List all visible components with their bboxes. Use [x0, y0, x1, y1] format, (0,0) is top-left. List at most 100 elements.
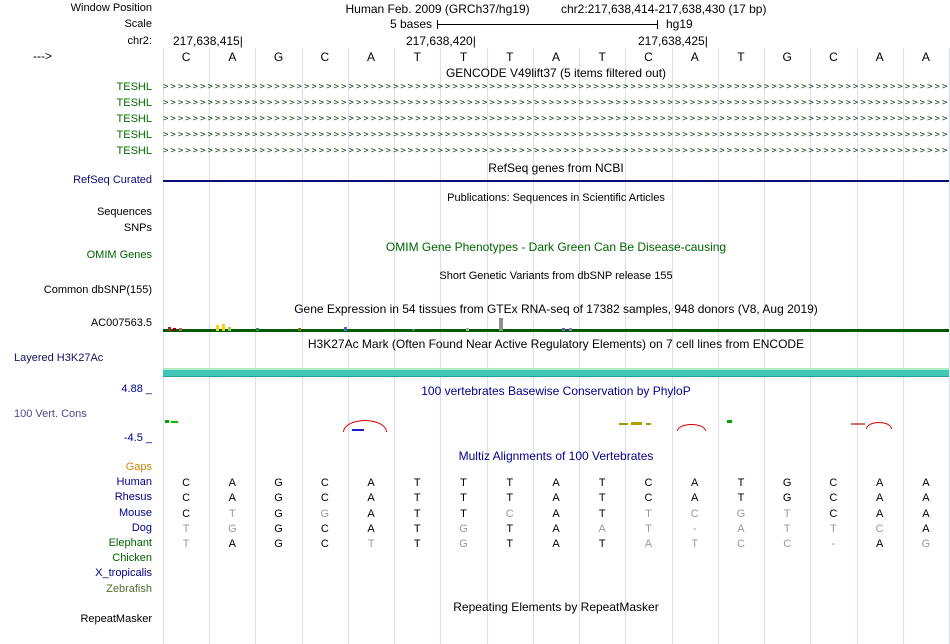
alignment-base: C: [829, 477, 838, 489]
track-title-multiz: Multiz Alignments of 100 Vertebrates: [458, 449, 654, 463]
alignment-base: A: [875, 508, 884, 520]
track-title-publications: Publications: Sequences in Scientific Ar…: [447, 192, 665, 204]
track-title-dbsnp: Short Genetic Variants from dbSNP releas…: [439, 270, 673, 282]
ruler-base: T: [506, 50, 514, 64]
alignment-base: C: [182, 508, 191, 520]
phylop-mark: [631, 422, 642, 425]
scale-bar-line: [437, 24, 658, 25]
alignment-base: -: [692, 523, 697, 535]
species-label-rhesus[interactable]: Rhesus: [114, 491, 152, 503]
track-title-phylop: 100 vertebrates Basewise Conservation by…: [421, 384, 691, 398]
track-label-snps[interactable]: SNPs: [123, 222, 152, 234]
h3k27ac-signal-band[interactable]: [163, 370, 949, 376]
chrom-label: chr2:: [127, 35, 152, 47]
phylop-mark: [165, 420, 169, 423]
coord-tick: 217,638,420|: [406, 34, 476, 48]
species-label-dog[interactable]: Dog: [131, 522, 152, 534]
alignment-base: G: [782, 477, 792, 489]
alignment-base: T: [367, 538, 375, 550]
alignment-base: A: [598, 523, 606, 535]
gtex-bar: [412, 329, 415, 331]
gtex-bar: [179, 328, 182, 331]
alignment-base: C: [505, 508, 514, 520]
alignment-base: T: [598, 538, 606, 550]
alignment-base: C: [644, 477, 653, 489]
alignment-base: A: [691, 492, 699, 504]
alignment-base: A: [552, 477, 560, 489]
phylop-mark: [677, 424, 706, 431]
alignment-base: T: [506, 538, 514, 550]
ruler-base: T: [598, 50, 606, 64]
gridline: [394, 48, 396, 644]
alignment-base: T: [506, 492, 514, 504]
track-label-sequences[interactable]: Sequences: [96, 206, 152, 218]
track-label-gencode-item[interactable]: TESHL: [116, 145, 152, 157]
phylop-min-value: -4.5 _: [123, 432, 152, 444]
phylop-mark: [343, 420, 387, 432]
alignment-base: T: [645, 523, 652, 535]
alignment-base: A: [875, 538, 884, 550]
alignment-base: C: [690, 508, 699, 520]
alignment-base: A: [552, 492, 560, 504]
gencode-transcript[interactable]: >>>>>>>>>>>>>>>>>>>>>>>>>>>>>>>>>>>>>>>>…: [163, 98, 949, 108]
track-label-phylop[interactable]: 100 Vert. Cons: [14, 408, 87, 420]
species-label-elephant[interactable]: Elephant: [108, 537, 152, 549]
gtex-bar: [344, 327, 347, 331]
scale-label: Scale: [124, 18, 152, 30]
gencode-transcript[interactable]: >>>>>>>>>>>>>>>>>>>>>>>>>>>>>>>>>>>>>>>>…: [163, 114, 949, 124]
gtex-bar: [228, 327, 231, 331]
species-label-x_tropicalis[interactable]: X_tropicalis: [95, 567, 152, 579]
alignment-base: T: [598, 492, 606, 504]
alignment-base: T: [460, 508, 467, 520]
phylop-mark: [727, 420, 732, 423]
species-label-zebrafish[interactable]: Zebrafish: [106, 583, 152, 595]
track-title-gtex: Gene Expression in 54 tissues from GTEx …: [294, 302, 818, 316]
species-label-gaps[interactable]: Gaps: [125, 461, 152, 473]
alignment-base: A: [644, 538, 653, 550]
alignment-base: -: [831, 538, 836, 550]
gtex-bar: [466, 328, 469, 331]
ruler-base: G: [273, 50, 284, 64]
gridline: [764, 48, 766, 644]
alignment-base: C: [829, 508, 838, 520]
gtex-bar: [569, 328, 572, 331]
h3k27ac-signal-top[interactable]: [163, 368, 949, 370]
track-label-gencode-item[interactable]: TESHL: [116, 81, 152, 93]
alignment-base: C: [875, 523, 884, 535]
species-label-mouse[interactable]: Mouse: [118, 507, 152, 519]
gencode-transcript[interactable]: >>>>>>>>>>>>>>>>>>>>>>>>>>>>>>>>>>>>>>>>…: [163, 82, 949, 92]
track-label-repeatmasker[interactable]: RepeatMasker: [80, 613, 152, 625]
ruler-base: C: [320, 50, 330, 64]
track-label-gtex-gene[interactable]: AC007563.5: [90, 317, 152, 329]
track-label-refseq-curated[interactable]: RefSeq Curated: [73, 174, 152, 186]
species-label-human[interactable]: Human: [116, 476, 152, 488]
gencode-transcript[interactable]: >>>>>>>>>>>>>>>>>>>>>>>>>>>>>>>>>>>>>>>>…: [163, 146, 949, 156]
alignment-base: T: [413, 477, 421, 489]
track-label-dbsnp[interactable]: Common dbSNP(155): [43, 284, 152, 296]
phylop-mark: [619, 423, 628, 425]
refseq-gene-item[interactable]: [163, 180, 949, 182]
gtex-bar: [499, 318, 503, 331]
track-title-h3k27ac: H3K27Ac Mark (Often Found Near Active Re…: [307, 337, 805, 351]
track-label-h3k27ac[interactable]: Layered H3K27Ac: [14, 352, 104, 364]
scale-assembly: hg19: [666, 17, 693, 31]
scale-value: 5 bases: [389, 17, 432, 31]
alignment-base: G: [274, 538, 283, 550]
track-label-gencode-item[interactable]: TESHL: [116, 129, 152, 141]
gtex-gene-model[interactable]: [163, 329, 949, 332]
window-position-value: Human Feb. 2009 (GRCh37/hg19) chr2:217,6…: [163, 2, 949, 16]
alignment-base: A: [367, 508, 375, 520]
track-label-gencode-item[interactable]: TESHL: [116, 97, 152, 109]
track-label-gencode-item[interactable]: TESHL: [116, 113, 152, 125]
ruler-base: A: [228, 50, 237, 64]
gridline: [163, 48, 164, 644]
alignment-base: C: [320, 523, 329, 535]
ruler-base: C: [644, 50, 653, 64]
ruler-base: C: [829, 50, 838, 64]
alignment-base: A: [228, 477, 237, 489]
gencode-transcript[interactable]: >>>>>>>>>>>>>>>>>>>>>>>>>>>>>>>>>>>>>>>>…: [163, 130, 949, 140]
ruler-base: A: [875, 50, 884, 64]
track-label-omim-genes[interactable]: OMIM Genes: [86, 249, 152, 261]
gtex-bar: [256, 328, 259, 331]
species-label-chicken[interactable]: Chicken: [112, 552, 152, 564]
